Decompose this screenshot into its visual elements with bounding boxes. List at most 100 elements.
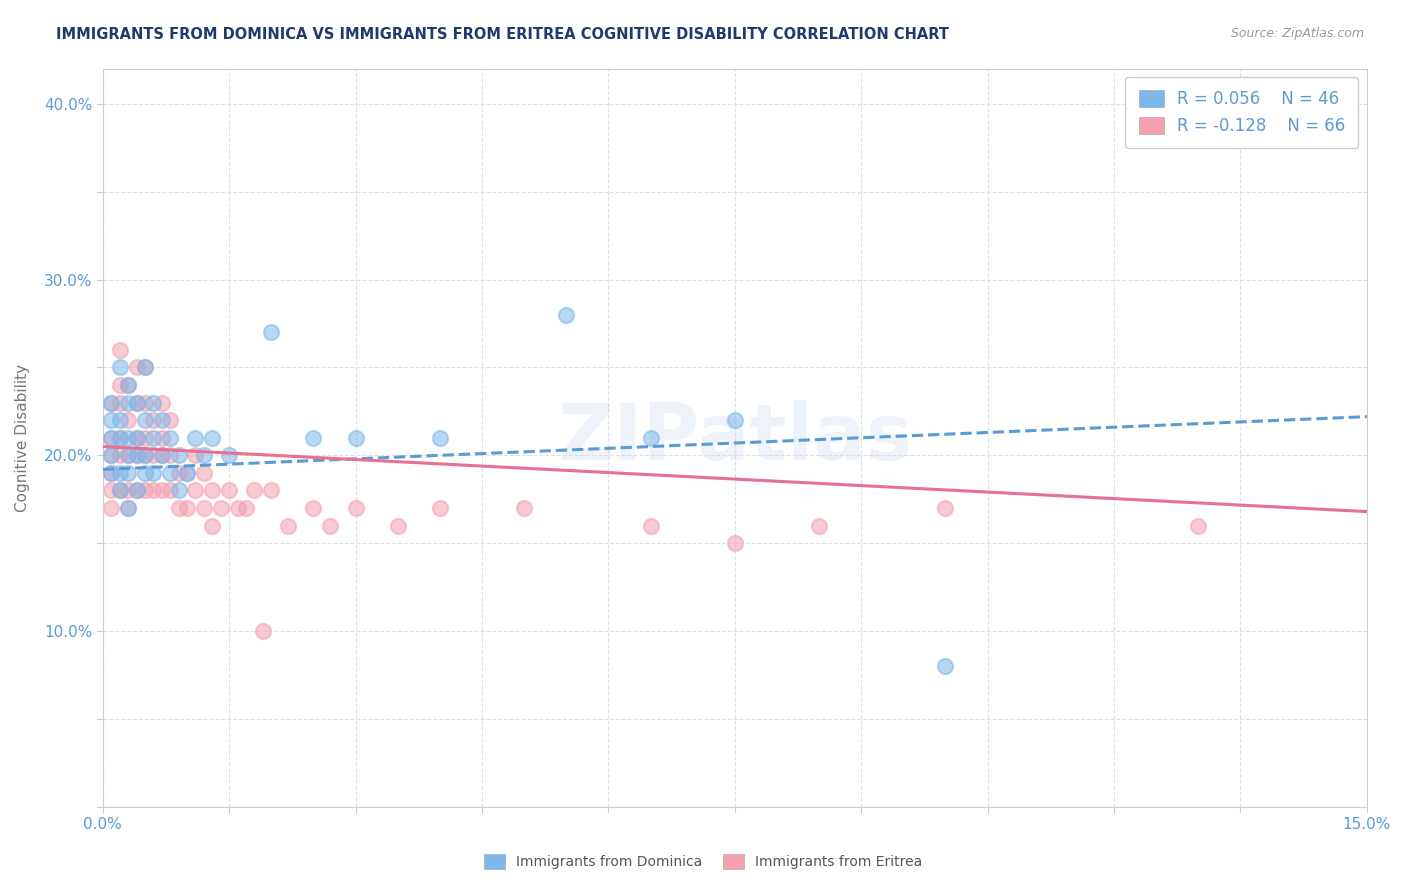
Point	[100, 466, 122, 480]
Point	[134, 466, 156, 480]
Point	[134, 360, 156, 375]
Point	[125, 395, 148, 409]
Point	[934, 659, 956, 673]
Point	[100, 431, 122, 445]
Point	[108, 395, 131, 409]
Point	[125, 360, 148, 375]
Point	[555, 308, 578, 322]
Point	[176, 466, 198, 480]
Point	[150, 413, 173, 427]
Point	[344, 501, 367, 516]
Point	[100, 413, 122, 427]
Point	[934, 501, 956, 516]
Point	[117, 483, 139, 498]
Point	[193, 501, 215, 516]
Text: Source: ZipAtlas.com: Source: ZipAtlas.com	[1230, 27, 1364, 40]
Point	[184, 483, 207, 498]
Text: ZIPatlas: ZIPatlas	[557, 400, 912, 475]
Point	[125, 448, 148, 462]
Point	[108, 483, 131, 498]
Point	[117, 378, 139, 392]
Point	[108, 483, 131, 498]
Point	[117, 501, 139, 516]
Point	[159, 483, 181, 498]
Y-axis label: Cognitive Disability: Cognitive Disability	[15, 364, 30, 512]
Point	[218, 448, 240, 462]
Point	[184, 431, 207, 445]
Point	[125, 448, 148, 462]
Point	[387, 518, 409, 533]
Point	[184, 448, 207, 462]
Point	[117, 448, 139, 462]
Point	[117, 466, 139, 480]
Point	[108, 431, 131, 445]
Point	[176, 466, 198, 480]
Point	[159, 413, 181, 427]
Point	[100, 431, 122, 445]
Point	[150, 448, 173, 462]
Point	[100, 483, 122, 498]
Point	[125, 431, 148, 445]
Text: IMMIGRANTS FROM DOMINICA VS IMMIGRANTS FROM ERITREA COGNITIVE DISABILITY CORRELA: IMMIGRANTS FROM DOMINICA VS IMMIGRANTS F…	[56, 27, 949, 42]
Point	[150, 395, 173, 409]
Point	[513, 501, 536, 516]
Point	[218, 483, 240, 498]
Point	[260, 325, 283, 339]
Point	[100, 466, 122, 480]
Point	[108, 413, 131, 427]
Point	[108, 466, 131, 480]
Point	[201, 431, 224, 445]
Point	[142, 466, 165, 480]
Point	[808, 518, 831, 533]
Point	[243, 483, 266, 498]
Point	[302, 501, 325, 516]
Point	[150, 448, 173, 462]
Point	[142, 395, 165, 409]
Point	[167, 483, 190, 498]
Point	[117, 431, 139, 445]
Point	[277, 518, 299, 533]
Point	[193, 466, 215, 480]
Point	[134, 483, 156, 498]
Point	[117, 501, 139, 516]
Point	[319, 518, 342, 533]
Point	[159, 448, 181, 462]
Point	[167, 501, 190, 516]
Point	[117, 378, 139, 392]
Point	[1187, 518, 1209, 533]
Point	[150, 431, 173, 445]
Point	[235, 501, 257, 516]
Point	[142, 483, 165, 498]
Point	[100, 395, 122, 409]
Point	[201, 518, 224, 533]
Point	[260, 483, 283, 498]
Point	[209, 501, 232, 516]
Point	[201, 483, 224, 498]
Point	[108, 360, 131, 375]
Legend: Immigrants from Dominica, Immigrants from Eritrea: Immigrants from Dominica, Immigrants fro…	[477, 847, 929, 876]
Point	[108, 378, 131, 392]
Point	[167, 466, 190, 480]
Point	[134, 413, 156, 427]
Point	[344, 431, 367, 445]
Point	[134, 360, 156, 375]
Point	[150, 483, 173, 498]
Point	[117, 448, 139, 462]
Legend: R = 0.056    N = 46, R = -0.128    N = 66: R = 0.056 N = 46, R = -0.128 N = 66	[1125, 77, 1358, 148]
Point	[108, 343, 131, 357]
Point	[142, 431, 165, 445]
Point	[108, 431, 131, 445]
Point	[117, 413, 139, 427]
Point	[125, 483, 148, 498]
Point	[193, 448, 215, 462]
Point	[176, 501, 198, 516]
Point	[302, 431, 325, 445]
Point	[159, 466, 181, 480]
Point	[108, 448, 131, 462]
Point	[100, 395, 122, 409]
Point	[125, 483, 148, 498]
Point	[125, 395, 148, 409]
Point	[117, 395, 139, 409]
Point	[167, 448, 190, 462]
Point	[142, 413, 165, 427]
